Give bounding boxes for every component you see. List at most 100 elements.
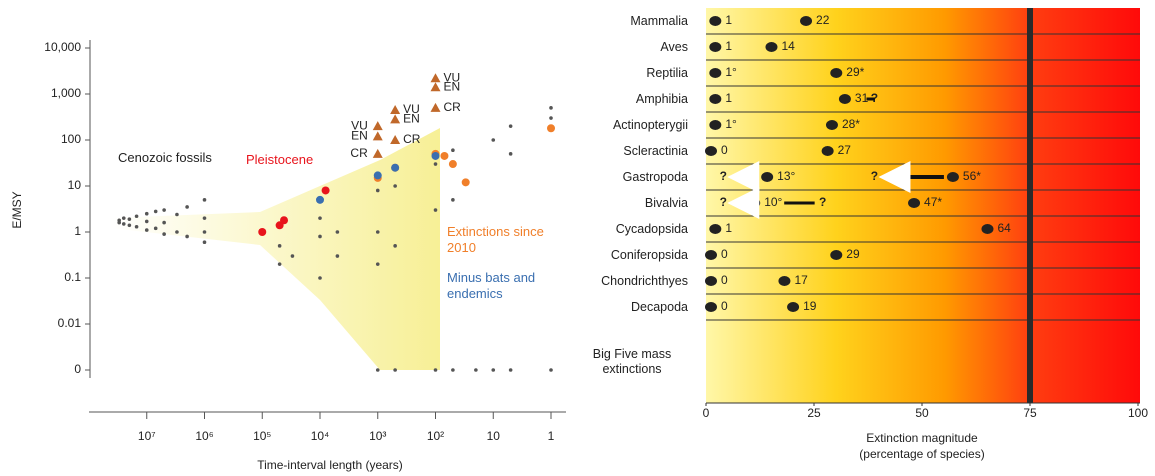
dot xyxy=(709,224,721,234)
y-tick-label: 0 xyxy=(74,362,81,376)
data-dot xyxy=(203,216,207,220)
data-dot xyxy=(549,106,553,110)
x-tick-label: 50 xyxy=(915,406,929,420)
data-dot xyxy=(185,235,189,239)
data-dot xyxy=(117,221,121,225)
value-label: 10° xyxy=(764,195,782,209)
data-dot xyxy=(393,184,397,188)
data-point xyxy=(547,124,555,132)
dot xyxy=(705,146,717,156)
triangle-point xyxy=(390,114,400,123)
value-label: 22 xyxy=(816,13,830,27)
data-point xyxy=(462,178,470,186)
data-dot xyxy=(128,223,132,227)
y-axis-label: E/MSY xyxy=(10,191,24,228)
data-dot xyxy=(145,228,149,232)
data-dot xyxy=(549,116,553,120)
data-dot xyxy=(145,220,149,224)
value-label: 1 xyxy=(725,91,732,105)
x-tick-label: 10³ xyxy=(369,429,386,443)
data-dot xyxy=(491,138,495,142)
data-dot xyxy=(509,152,513,156)
data-point xyxy=(258,228,266,236)
x-tick-label: 10² xyxy=(427,429,444,443)
triangle-point xyxy=(390,135,400,144)
data-dot xyxy=(154,227,158,231)
y-tick-label: 1 xyxy=(74,224,81,238)
threshold-bar xyxy=(1027,8,1033,403)
dot xyxy=(709,68,721,78)
category-label: Amphibia xyxy=(636,92,688,107)
category-label: Big Five mass extinctions xyxy=(576,347,688,377)
data-dot xyxy=(336,254,340,258)
category-label: Chondrichthyes xyxy=(601,274,688,289)
data-point xyxy=(449,160,457,168)
annotation: ? xyxy=(871,169,878,183)
dot xyxy=(830,250,842,260)
figure: Time-interval length (years) E/MSY Extin… xyxy=(0,0,1155,476)
dot xyxy=(709,120,721,130)
data-dot xyxy=(203,230,207,234)
data-dot xyxy=(122,216,126,220)
category-label: Gastropoda xyxy=(623,170,688,185)
category-label: Bivalvia xyxy=(645,196,688,211)
data-dot xyxy=(451,148,455,152)
data-dot xyxy=(291,254,295,258)
dot xyxy=(778,276,790,286)
category-label: Decapoda xyxy=(631,300,688,315)
data-dot xyxy=(318,276,322,280)
value-label: 14 xyxy=(781,39,795,53)
data-dot xyxy=(376,368,380,372)
dot xyxy=(822,146,834,156)
dot xyxy=(705,276,717,286)
annotation: ? xyxy=(720,195,727,209)
category-label: Actinopterygii xyxy=(613,118,688,133)
category-label: Reptilia xyxy=(646,66,688,81)
category-label: Scleractinia xyxy=(623,144,688,159)
category-label: Coniferopsida xyxy=(611,248,688,263)
triangle-point xyxy=(431,82,441,91)
x-tick-label: 10⁷ xyxy=(138,429,156,443)
data-dot xyxy=(549,368,553,372)
value-label: 1 xyxy=(725,39,732,53)
data-dot xyxy=(154,210,158,214)
x-tick-label: 100 xyxy=(1128,406,1148,420)
y-tick-label: 1,000 xyxy=(51,86,81,100)
y-tick-label: 0.1 xyxy=(64,270,81,284)
data-dot xyxy=(318,235,322,239)
data-dot xyxy=(434,208,438,212)
series-label: Cenozoic fossils xyxy=(118,150,218,166)
point-label: EN xyxy=(403,112,420,126)
dot xyxy=(705,302,717,312)
value-label: 29 xyxy=(846,247,860,261)
data-dot xyxy=(162,208,166,212)
series-label: Pleistocene xyxy=(246,152,356,168)
triangle-point xyxy=(431,73,441,82)
data-dot xyxy=(451,368,455,372)
value-label: 0 xyxy=(721,247,728,261)
data-dot xyxy=(122,222,126,226)
dot xyxy=(787,302,799,312)
value-label: 1° xyxy=(725,117,737,131)
x-axis-label: (percentage of species) xyxy=(859,447,984,461)
category-label: Cycadopsida xyxy=(616,222,688,237)
value-label: 0 xyxy=(721,143,728,157)
annotation: ? xyxy=(819,195,826,209)
y-tick-label: 10,000 xyxy=(44,40,81,54)
data-point xyxy=(391,164,399,172)
x-tick-label: 75 xyxy=(1023,406,1037,420)
triangle-point xyxy=(390,105,400,114)
data-dot xyxy=(509,368,513,372)
x-tick-label: 1 xyxy=(548,429,555,443)
data-dot xyxy=(162,221,166,225)
data-dot xyxy=(376,262,380,266)
data-dot xyxy=(185,205,189,209)
value-label: 1 xyxy=(725,221,732,235)
value-label: 19 xyxy=(803,299,817,313)
data-dot xyxy=(509,124,513,128)
value-label: 28* xyxy=(842,117,860,131)
value-label: 0 xyxy=(721,299,728,313)
x-tick-label: 10⁶ xyxy=(195,429,213,443)
x-axis-label: Extinction magnitude xyxy=(866,431,978,445)
dot xyxy=(826,120,838,130)
